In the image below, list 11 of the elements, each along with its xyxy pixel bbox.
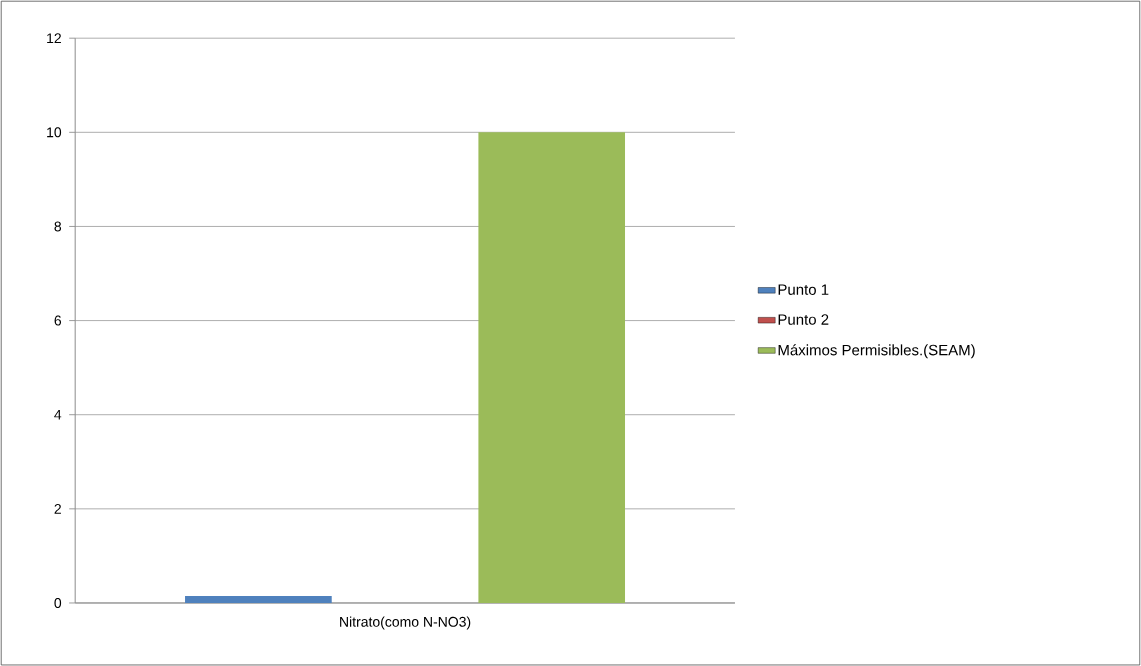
y-tick-label: 0: [54, 597, 62, 608]
legend-label: Punto 2: [778, 314, 829, 325]
y-tick-label: 4: [54, 409, 62, 420]
y-tick-label: 10: [47, 127, 62, 138]
legend-label: Punto 1: [778, 284, 829, 295]
y-tick-label: 12: [47, 33, 61, 43]
x-tick-label: Nitrato(como N-NO3): [340, 616, 471, 630]
y-tick-label: 6: [54, 315, 62, 326]
y-tick-label: 8: [54, 221, 62, 232]
legend-label: Máximos Permisibles.(SEAM): [778, 344, 975, 359]
y-tick-label: 2: [54, 503, 61, 514]
